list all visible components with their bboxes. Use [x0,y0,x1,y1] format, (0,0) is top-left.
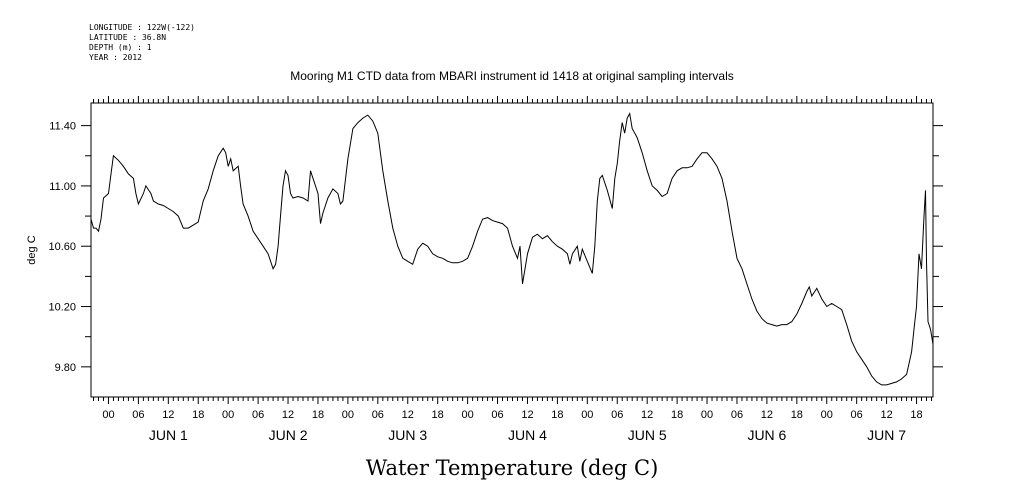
y-tick-label: 11.40 [49,121,76,133]
x-day-label: JUN 2 [269,427,308,443]
chart-title: Mooring M1 CTD data from MBARI instrumen… [290,69,734,83]
x-day-label: JUN 5 [628,427,667,443]
water-temperature-line [90,112,934,386]
x-day-label: JUN 4 [508,427,547,443]
plot-frame [90,102,934,398]
x-tick-label: 18 [192,409,204,421]
x-tick-label: 18 [791,409,803,421]
metadata-block: LONGITUDE : 122W(-122) LATITUDE : 36.8N … [89,23,195,62]
x-tick-label: 06 [611,409,623,421]
x-axis-title: Water Temperature (deg C) [366,456,659,480]
x-tick-label: 12 [521,409,533,421]
x-day-label: JUN 6 [747,427,786,443]
y-tick-label: 10.20 [48,302,76,314]
x-tick-label: 06 [252,409,264,421]
metadata-line: LONGITUDE : 122W(-122) [89,23,195,32]
x-tick-label: 06 [731,409,743,421]
y-tick-label: 9.80 [55,362,76,374]
x-tick-label: 12 [402,409,414,421]
x-day-label: JUN 1 [149,427,188,443]
x-day-label: JUN 3 [388,427,427,443]
x-tick-label: 18 [432,409,444,421]
x-tick-label: 18 [671,409,683,421]
x-tick-label: 12 [282,409,294,421]
x-tick-label: 00 [581,409,593,421]
x-tick-label: 06 [132,409,144,421]
x-tick-label: 06 [491,409,503,421]
x-tick-label: 00 [102,409,114,421]
axes: 00 06 12 18 00 06 12 18 00 06 12 18 00 06 12 18 00 06 12 18… [48,96,943,443]
x-tick-label: 12 [880,409,892,421]
x-tick-label: 18 [910,409,922,421]
x-tick-label: 18 [312,409,324,421]
x-tick-label: 06 [851,409,863,421]
x-tick-label: 00 [222,409,234,421]
y-axis-label: deg C [26,235,38,264]
x-tick-label: 12 [641,409,653,421]
y-tick-label: 10.60 [48,241,76,253]
x-day-label: JUN 7 [867,427,906,443]
x-tick-label: 00 [821,409,833,421]
x-tick-label: 00 [342,409,354,421]
x-tick-label: 12 [761,409,773,421]
metadata-line: DEPTH (m) : 1 [89,43,152,52]
metadata-line: LATITUDE : 36.8N [89,33,166,42]
x-tick-label: 12 [162,409,174,421]
x-tick-label: 00 [461,409,473,421]
x-tick-label: 00 [701,409,713,421]
metadata-line: YEAR : 2012 [89,53,142,62]
x-tick-label: 18 [551,409,563,421]
x-tick-label: 06 [372,409,384,421]
y-tick-label: 11.00 [49,181,76,193]
